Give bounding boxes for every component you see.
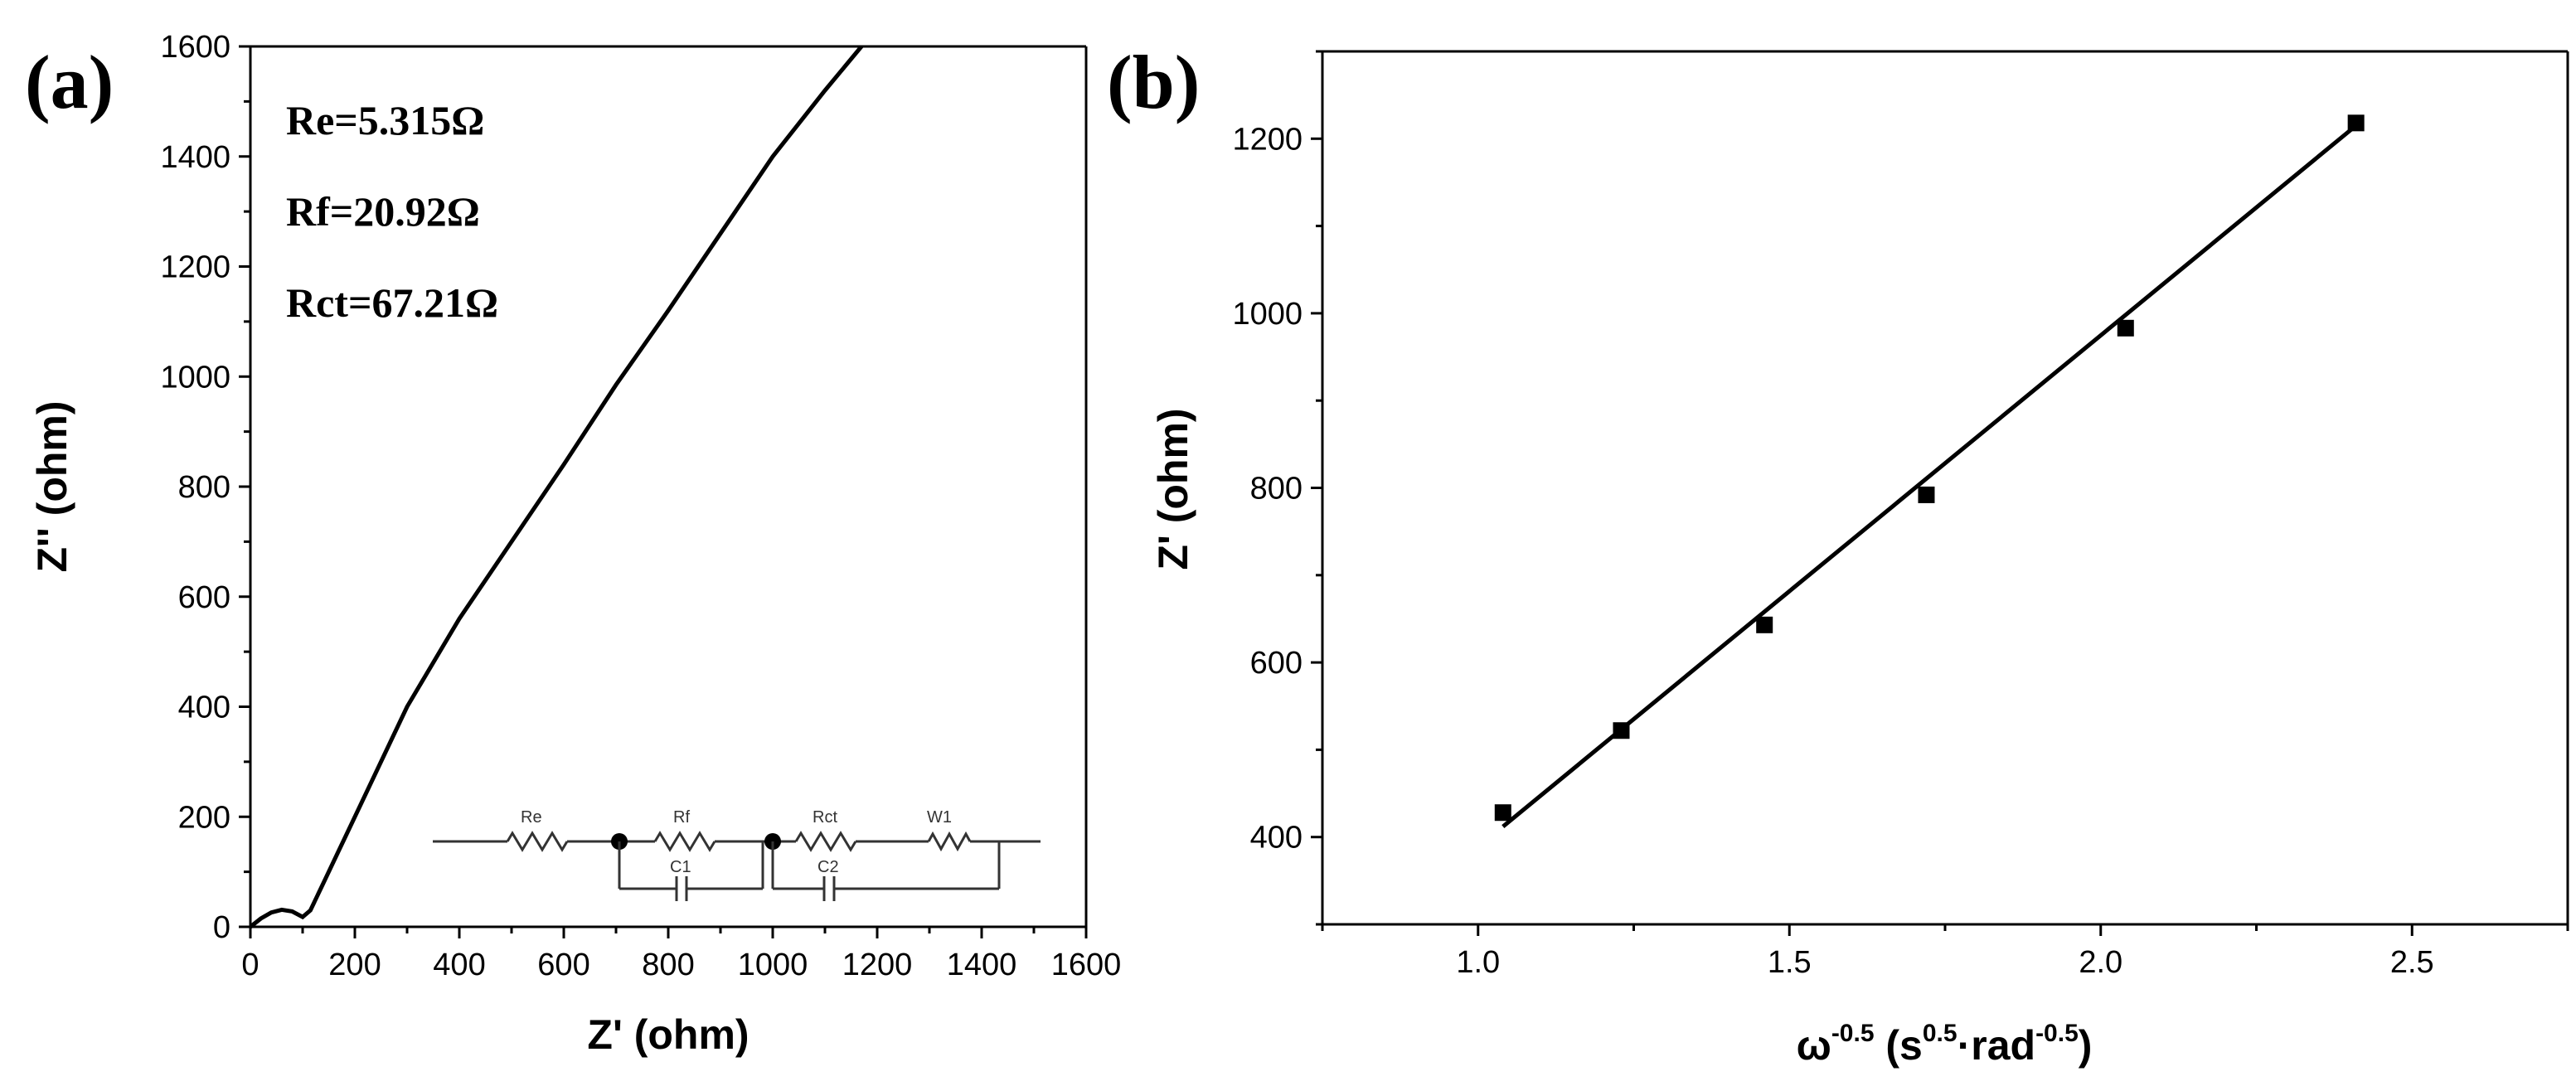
x-title-close: ): [2079, 1022, 2093, 1069]
panel-b-label: (b): [1107, 40, 1200, 124]
panel-b-y-axis-title: Z' (ohm): [1150, 408, 1196, 570]
panel-a-x-tick-label: 600: [537, 948, 589, 982]
circuit-label-rct: Rct: [813, 808, 837, 827]
panel-b-y-tick-label: 800: [1250, 472, 1303, 507]
x-title-sup-2: 0.5: [1923, 1020, 1957, 1047]
panel-b-x-tick-label: 1.5: [1768, 945, 1812, 980]
x-title-unit-rad: ·rad: [1957, 1022, 2035, 1069]
panel-a-x-tick-label: 400: [433, 948, 485, 982]
panel-a-y-tick-label: 1000: [160, 360, 230, 395]
panel-a-y-tick-label: 1400: [160, 140, 230, 175]
panel-a-y-tick-label: 1600: [160, 30, 230, 65]
annotation-rct: Rct=67.21Ω: [286, 279, 498, 326]
panel-b-data-point: [1756, 616, 1773, 633]
circuit-label-re: Re: [521, 808, 542, 827]
panel-a-y-axis-title: Z'' (ohm): [29, 400, 75, 572]
panel-b-y-tick-label: 600: [1250, 646, 1303, 681]
resistor-rct-symbol: [794, 831, 857, 852]
panel-a-y-tick-label: 200: [178, 800, 230, 835]
panel-b-x-tick-label: 2.5: [2390, 945, 2434, 980]
panel-b-x-tick-label: 2.0: [2079, 945, 2122, 980]
panel-a-nyquist-curve: [249, 45, 864, 928]
annotation-rf: Rf=20.92Ω: [286, 188, 480, 235]
panel-a-y-ticks: 0 200 400 600 800 1000 1200 1400 1600: [160, 30, 250, 945]
panel-a-x-tick-label: 0: [241, 948, 259, 982]
panel-a-x-tick-label: 200: [328, 948, 381, 982]
panel-a-x-tick-label: 800: [642, 948, 694, 982]
x-title-unit-s: (s: [1875, 1022, 1923, 1069]
panel-b-fit-line: [1501, 124, 2358, 828]
panel-b-data-point: [1494, 804, 1511, 822]
panel-a-x-tick-label: 1000: [738, 948, 808, 982]
panel-a-x-axis-title: Z' (ohm): [587, 1011, 749, 1058]
panel-a-x-tick-label: 1200: [842, 948, 913, 982]
circuit-label-rf: Rf: [673, 808, 690, 827]
panel-a-label: (a): [25, 40, 114, 124]
panel-a-nyquist-plot: (a) 0 200 400 600 800 1000 1200 1400 1600 0 200 40…: [25, 30, 1121, 1058]
panel-a-x-tick-label: 1400: [947, 948, 1017, 982]
panel-b-data-point: [2347, 114, 2365, 132]
x-title-sup-3: -0.5: [2035, 1020, 2079, 1047]
x-title-omega: ω: [1797, 1022, 1831, 1069]
equivalent-circuit-inset: Re Rf Rct W1 C1 C2: [433, 808, 1041, 901]
x-title-sup-1: -0.5: [1831, 1020, 1875, 1047]
panel-b-data-points: [1494, 114, 2365, 822]
circuit-label-c1: C1: [670, 858, 691, 876]
panel-a-y-tick-label: 800: [178, 470, 230, 505]
panel-b-data-point: [1918, 486, 1935, 503]
panel-b-data-point: [1613, 722, 1630, 739]
panel-b-data-point: [2117, 319, 2134, 337]
panel-b-y-ticks: 400 600 800 1000 1200: [1232, 50, 1322, 926]
panel-a-y-tick-label: 600: [178, 580, 230, 615]
panel-b-x-tick-label: 1.0: [1456, 945, 1500, 980]
annotation-re: Re=5.315Ω: [286, 97, 484, 143]
circuit-label-w1: W1: [927, 808, 952, 827]
panel-b-y-tick-label: 400: [1250, 821, 1303, 856]
panel-b-x-axis-title: ω-0.5 (s0.5·rad-0.5): [1797, 1020, 2093, 1069]
panel-a-y-tick-label: 1200: [160, 250, 230, 285]
panel-b-x-ticks: 1.0 1.5 2.0 2.5: [1321, 924, 2569, 980]
panel-a-y-tick-label: 0: [213, 910, 230, 945]
panel-a-y-tick-label: 400: [178, 691, 230, 725]
resistor-re-symbol: [506, 831, 569, 852]
panel-a-x-ticks: 0 200 400 600 800 1000 1200 1400 1600: [241, 927, 1121, 982]
panel-b-y-tick-label: 1000: [1232, 297, 1303, 332]
warburg-w1-symbol: [927, 831, 972, 852]
panel-a-x-tick-label: 1600: [1051, 948, 1122, 982]
panel-b-y-tick-label: 1200: [1232, 122, 1303, 157]
resistor-rf-symbol: [653, 831, 716, 852]
circuit-label-c2: C2: [817, 858, 839, 876]
